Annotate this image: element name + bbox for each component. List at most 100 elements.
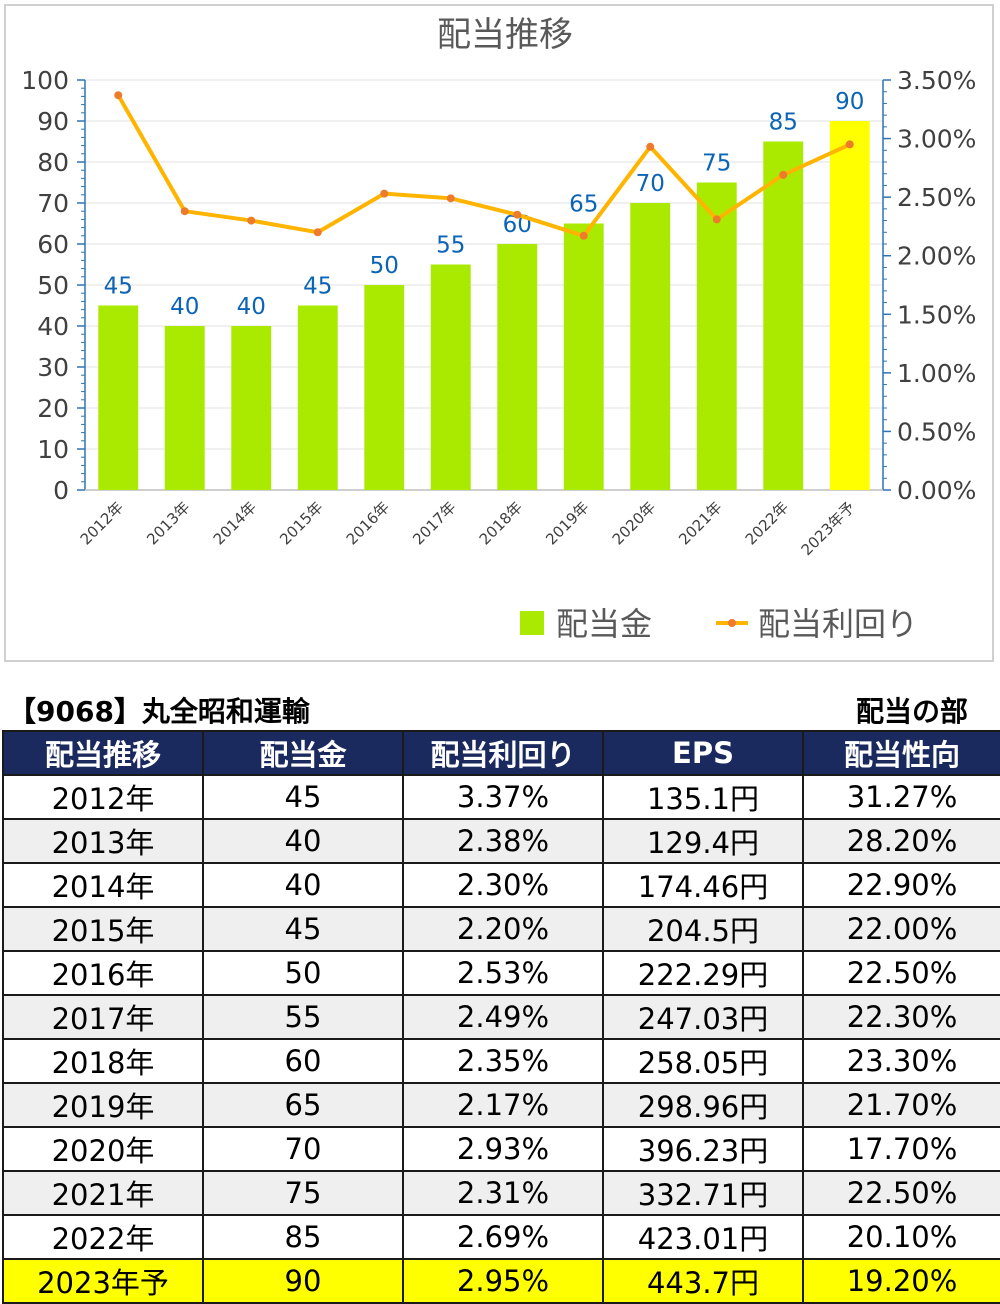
yield-line bbox=[116, 94, 851, 238]
bar bbox=[98, 305, 139, 490]
table-row: 2023年予 90 2.95% 443.7円 19.20% bbox=[2, 1258, 1000, 1304]
bar bbox=[430, 264, 471, 490]
bar-data-label: 45 bbox=[303, 274, 332, 300]
cell-payout: 22.00% bbox=[802, 906, 1000, 952]
bar-data-label: 75 bbox=[702, 151, 731, 177]
cell-payout: 28.20% bbox=[802, 818, 1000, 864]
bar bbox=[497, 244, 538, 490]
left-tick-label: 70 bbox=[37, 189, 69, 218]
cell-payout: 19.20% bbox=[802, 1258, 1000, 1304]
cell-payout: 22.30% bbox=[802, 994, 1000, 1040]
bar bbox=[297, 305, 338, 490]
x-tick-label: 2015年 bbox=[276, 498, 326, 548]
header-eps: EPS bbox=[602, 730, 804, 776]
cell-year: 2020年 bbox=[2, 1126, 204, 1172]
cell-year: 2013年 bbox=[2, 818, 204, 864]
bar bbox=[696, 182, 737, 490]
cell-yield: 2.30% bbox=[402, 862, 604, 908]
left-tick-label: 80 bbox=[37, 148, 69, 177]
cell-year: 2018年 bbox=[2, 1038, 204, 1084]
bar bbox=[630, 203, 671, 490]
header-payout: 配当性向 bbox=[802, 730, 1000, 776]
yield-point bbox=[712, 215, 721, 224]
cell-yield: 2.38% bbox=[402, 818, 604, 864]
x-tick-label: 2023年予 bbox=[798, 498, 859, 559]
header-yield: 配当利回り bbox=[402, 730, 604, 776]
table-row: 2019年 65 2.17% 298.96円 21.70% bbox=[2, 1082, 1000, 1128]
right-tick-label: 3.50% bbox=[897, 66, 976, 95]
bar bbox=[763, 141, 804, 490]
left-tick-label: 90 bbox=[37, 107, 69, 136]
table-row: 2015年 45 2.20% 204.5円 22.00% bbox=[2, 906, 1000, 952]
cell-dividend: 45 bbox=[202, 774, 404, 820]
right-tick-label: 2.00% bbox=[897, 242, 976, 271]
yield-point bbox=[380, 189, 389, 198]
table-row: 2020年 70 2.93% 396.23円 17.70% bbox=[2, 1126, 1000, 1172]
cell-eps: 174.46円 bbox=[602, 862, 804, 908]
cell-year: 2021年 bbox=[2, 1170, 204, 1216]
x-tick-label: 2022年 bbox=[742, 498, 792, 548]
cell-year: 2023年予 bbox=[2, 1258, 204, 1304]
left-tick-label: 40 bbox=[37, 312, 69, 341]
cell-eps: 332.71円 bbox=[602, 1170, 804, 1216]
x-tick-label: 2017年 bbox=[409, 498, 459, 548]
left-tick-label: 100 bbox=[21, 66, 69, 95]
cell-eps: 423.01円 bbox=[602, 1214, 804, 1260]
yield-point bbox=[845, 140, 854, 149]
cell-yield: 2.93% bbox=[402, 1126, 604, 1172]
table-row: 2017年 55 2.49% 247.03円 22.30% bbox=[2, 994, 1000, 1040]
cell-payout: 22.90% bbox=[802, 862, 1000, 908]
table-row: 2014年 40 2.30% 174.46円 22.90% bbox=[2, 862, 1000, 908]
cell-eps: 396.23円 bbox=[602, 1126, 804, 1172]
cell-payout: 31.27% bbox=[802, 774, 1000, 820]
cell-payout: 17.70% bbox=[802, 1126, 1000, 1172]
cell-yield: 2.95% bbox=[402, 1258, 604, 1304]
yield-point bbox=[579, 231, 588, 240]
yield-point bbox=[180, 207, 189, 216]
bar bbox=[563, 223, 604, 490]
cell-yield: 2.35% bbox=[402, 1038, 604, 1084]
cell-dividend: 90 bbox=[202, 1258, 404, 1304]
x-tick-label: 2019年 bbox=[542, 498, 592, 548]
table-row: 2012年 45 3.37% 135.1円 31.27% bbox=[2, 774, 1000, 820]
dividend-table: 配当推移 配当金 配当利回り EPS 配当性向 2012年 45 3.37% 135.… bbox=[2, 730, 1000, 1304]
right-tick-label: 2.50% bbox=[897, 183, 976, 212]
cell-dividend: 40 bbox=[202, 862, 404, 908]
left-tick-label: 50 bbox=[37, 271, 69, 300]
left-tick-label: 0 bbox=[53, 476, 69, 505]
bar bbox=[164, 326, 205, 490]
cell-eps: 204.5円 bbox=[602, 906, 804, 952]
x-tick-label: 2021年 bbox=[675, 498, 725, 548]
yield-point bbox=[513, 210, 522, 219]
bar-data-label: 70 bbox=[636, 171, 665, 197]
cell-yield: 2.20% bbox=[402, 906, 604, 952]
stock-title: 【9068】丸全昭和運輸 bbox=[8, 695, 310, 728]
cell-eps: 222.29円 bbox=[602, 950, 804, 996]
table-row: 2022年 85 2.69% 423.01円 20.10% bbox=[2, 1214, 1000, 1260]
legend-bar-label: 配当金 bbox=[556, 605, 652, 643]
right-tick-label: 1.50% bbox=[897, 300, 976, 329]
cell-year: 2022年 bbox=[2, 1214, 204, 1260]
cell-yield: 2.69% bbox=[402, 1214, 604, 1260]
bar bbox=[829, 121, 870, 490]
legend-line-label: 配当利回り bbox=[758, 605, 918, 643]
cell-yield: 2.17% bbox=[402, 1082, 604, 1128]
cell-year: 2019年 bbox=[2, 1082, 204, 1128]
cell-payout: 20.10% bbox=[802, 1214, 1000, 1260]
cell-year: 2015年 bbox=[2, 906, 204, 952]
cell-year: 2014年 bbox=[2, 862, 204, 908]
right-tick-label: 3.00% bbox=[897, 125, 976, 154]
left-tick-label: 10 bbox=[37, 435, 69, 464]
cell-dividend: 85 bbox=[202, 1214, 404, 1260]
x-tick-label: 2012年 bbox=[77, 498, 127, 548]
cell-year: 2016年 bbox=[2, 950, 204, 996]
yield-point bbox=[313, 228, 322, 237]
left-tick-label: 60 bbox=[37, 230, 69, 259]
bar-data-label: 55 bbox=[436, 233, 465, 259]
left-tick-label: 20 bbox=[37, 394, 69, 423]
x-tick-label: 2016年 bbox=[343, 498, 393, 548]
bar-data-label: 90 bbox=[835, 89, 864, 115]
cell-yield: 2.53% bbox=[402, 950, 604, 996]
cell-eps: 247.03円 bbox=[602, 994, 804, 1040]
bar-data-label: 45 bbox=[104, 274, 133, 300]
